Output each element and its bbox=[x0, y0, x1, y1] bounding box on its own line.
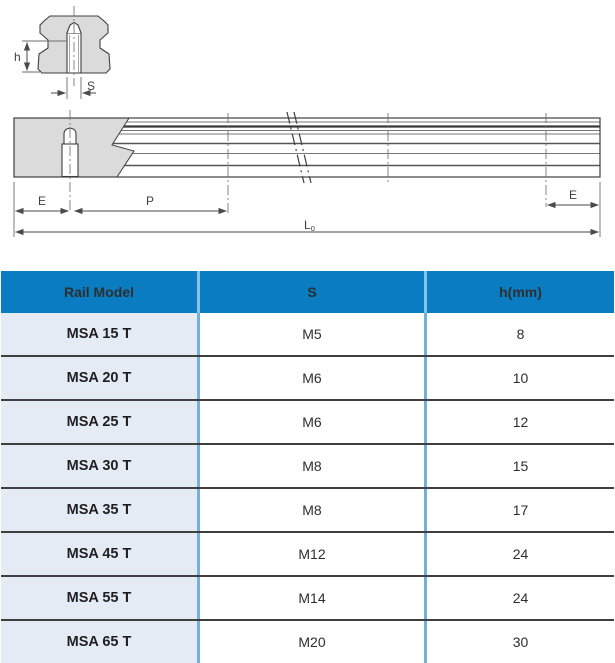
screw-size-cell: M12 bbox=[197, 533, 424, 575]
table-body: MSA 15 T M5 8 MSA 20 T M6 10 MSA 25 T M6… bbox=[1, 313, 614, 663]
l0-label-subscript: 0 bbox=[311, 224, 315, 233]
height-cell: 30 bbox=[424, 621, 614, 663]
rail-spec-table: Rail Model S h(mm) MSA 15 T M5 8 MSA 20 … bbox=[1, 271, 614, 663]
column-header-rail-model: Rail Model bbox=[63, 284, 134, 300]
e-right-dimension-label: E bbox=[569, 188, 577, 202]
height-cell: 24 bbox=[424, 533, 614, 575]
table-row: MSA 25 T M6 12 bbox=[1, 399, 614, 443]
screw-size-cell: M6 bbox=[197, 357, 424, 399]
screw-size-cell: M5 bbox=[197, 313, 424, 355]
column-header-s: S bbox=[197, 271, 424, 313]
s-dimension-label: S bbox=[87, 79, 95, 93]
table-row: MSA 30 T M8 15 bbox=[1, 443, 614, 487]
screw-size-cell: M20 bbox=[197, 621, 424, 663]
screw-size-cell: M8 bbox=[197, 445, 424, 487]
rail-model-cell: MSA 35 T bbox=[1, 489, 197, 531]
p-dimension-label: P bbox=[146, 194, 154, 208]
break-lines bbox=[286, 111, 312, 184]
height-cell: 24 bbox=[424, 577, 614, 619]
hole-centerlines bbox=[69, 110, 547, 213]
rail-model-cell: MSA 15 T bbox=[1, 313, 197, 355]
rail-cross-section-diagram: h S bbox=[14, 6, 111, 99]
table-header-row: Rail Model S h(mm) bbox=[1, 271, 614, 313]
l0-label-main: L bbox=[304, 218, 311, 232]
rail-side-view-diagram: E P E L0 bbox=[13, 110, 601, 237]
table-row: MSA 65 T M20 30 bbox=[1, 619, 614, 663]
screw-size-cell: M8 bbox=[197, 489, 424, 531]
rail-groove-lines bbox=[110, 121, 600, 167]
table-row: MSA 20 T M6 10 bbox=[1, 355, 614, 399]
height-cell: 15 bbox=[424, 445, 614, 487]
column-header-h-mm: h(mm) bbox=[424, 271, 614, 313]
height-cell: 8 bbox=[424, 313, 614, 355]
rail-model-cell: MSA 30 T bbox=[1, 445, 197, 487]
height-cell: 10 bbox=[424, 357, 614, 399]
screw-size-cell: M14 bbox=[197, 577, 424, 619]
h-dimension-label: h bbox=[14, 50, 21, 64]
rail-outline bbox=[13, 117, 601, 178]
rail-model-cell: MSA 55 T bbox=[1, 577, 197, 619]
rail-datasheet-page: h S bbox=[1, 6, 614, 663]
table-row: MSA 15 T M5 8 bbox=[1, 313, 614, 355]
rail-model-cell: MSA 45 T bbox=[1, 533, 197, 575]
height-cell: 12 bbox=[424, 401, 614, 443]
screw-size-cell: M6 bbox=[197, 401, 424, 443]
table-row: MSA 35 T M8 17 bbox=[1, 487, 614, 531]
rail-model-cell: MSA 65 T bbox=[1, 621, 197, 663]
table-row: MSA 55 T M14 24 bbox=[1, 575, 614, 619]
e-left-dimension-label: E bbox=[38, 194, 46, 208]
rail-model-cell: MSA 20 T bbox=[1, 357, 197, 399]
rail-model-cell: MSA 25 T bbox=[1, 401, 197, 443]
table-row: MSA 45 T M12 24 bbox=[1, 531, 614, 575]
l0-dimension-label: L0 bbox=[304, 218, 315, 233]
height-cell: 17 bbox=[424, 489, 614, 531]
